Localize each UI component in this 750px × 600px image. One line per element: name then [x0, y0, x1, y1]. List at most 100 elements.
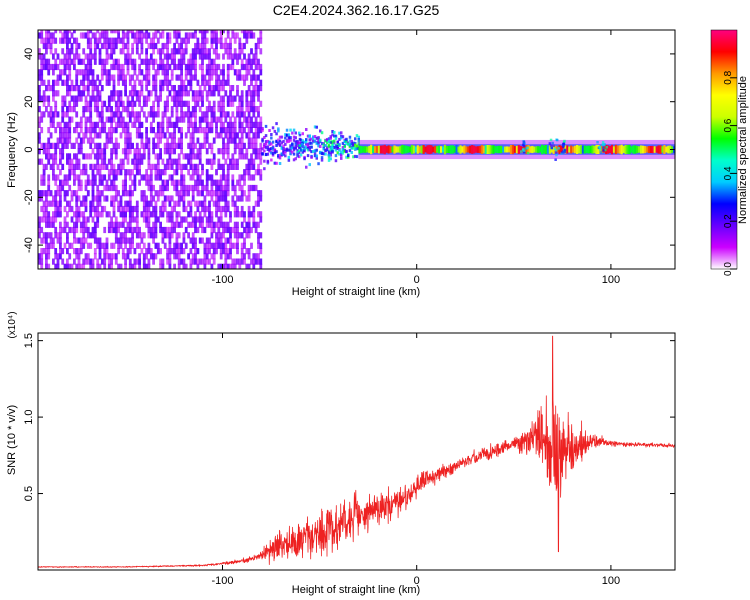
spectrogram-cell — [250, 153, 253, 160]
spectrogram-cell — [138, 242, 141, 249]
spectrogram-cell — [68, 253, 72, 260]
spectrogram-cell — [79, 248, 83, 255]
spectrogram-cell — [612, 146, 616, 153]
spectrogram-cell — [135, 111, 139, 118]
spectrogram-cell — [233, 211, 237, 218]
spectrogram-cell — [159, 169, 162, 176]
spectrogram-cell — [184, 63, 188, 71]
spectrogram-cell — [114, 190, 118, 197]
spectrogram-cell — [231, 258, 235, 265]
spectrogram-cell — [40, 111, 44, 118]
spectrogram-cell — [350, 142, 353, 146]
spectrogram-cell — [89, 137, 93, 144]
spectrogram-cell — [240, 184, 244, 192]
spectrogram-cell — [238, 258, 242, 265]
spectrogram-cell — [42, 142, 46, 149]
spectrogram-cell — [45, 237, 48, 244]
spectrogram-cell — [294, 131, 297, 135]
spectrogram-cell — [166, 127, 169, 134]
spectrogram-cell — [416, 145, 419, 154]
spectrogram-cell — [219, 100, 223, 107]
spectrogram-cell — [112, 211, 116, 218]
spectrogram-cell — [98, 116, 102, 123]
spectrogram-cell — [168, 153, 172, 160]
spectrogram-cell — [243, 30, 246, 34]
spectrogram-cell — [289, 144, 292, 148]
spectrogram-cell — [38, 90, 41, 97]
spectrogram-cell — [63, 190, 67, 197]
spectrogram-cell — [154, 30, 158, 34]
spectrogram-cell — [98, 195, 102, 202]
spectrogram-cell — [138, 100, 141, 107]
spectrogram-cell — [250, 226, 253, 234]
spectrogram-cell — [334, 144, 338, 148]
spectrogram-cell — [240, 100, 244, 107]
spectrogram-cell — [75, 211, 79, 218]
spectrogram-cell — [208, 190, 211, 197]
spectrogram-cell — [284, 142, 287, 146]
spectrogram-cell — [38, 74, 41, 81]
spectrogram-cell — [89, 242, 93, 249]
spectrogram-cell — [395, 146, 398, 153]
spectrogram-cell — [222, 42, 225, 50]
spectrogram-cell — [49, 32, 53, 39]
spectrogram-cell — [247, 248, 251, 255]
spectrogram-cell — [147, 248, 151, 255]
spectrogram-cell — [147, 32, 151, 39]
spectrogram-cell — [374, 146, 377, 153]
spectrogram-cell — [114, 127, 118, 134]
spectrogram-cell — [138, 163, 141, 170]
spectrogram-cell — [75, 74, 79, 81]
spectrogram-cell — [82, 216, 86, 223]
spectrogram-cell — [147, 221, 151, 228]
spectrogram-cell — [45, 248, 48, 255]
spectrogram-cell — [341, 151, 345, 155]
spectrogram-cell — [245, 221, 249, 228]
spectrogram-cell — [140, 69, 144, 76]
spectrogram-cell — [45, 95, 48, 102]
spectrogram-cell — [84, 116, 88, 123]
spectrogram-cell — [187, 153, 190, 160]
spectrogram-cell — [138, 253, 141, 260]
spectrogram-cell — [222, 242, 225, 249]
spectrogram-cell — [263, 167, 266, 171]
spectrogram-cell — [247, 85, 251, 92]
spectrogram-cell — [243, 179, 246, 186]
spectrogram-cell — [189, 85, 193, 92]
spectrogram-cell — [142, 205, 146, 213]
spectrogram-cell — [243, 174, 246, 181]
spectrogram-cell — [524, 147, 528, 150]
spectrogram-cell — [217, 221, 221, 228]
spectrogram-cell — [229, 116, 232, 123]
spectrogram-cell — [89, 127, 93, 134]
spectrogram-cell — [159, 174, 162, 181]
spectrogram-cell — [86, 53, 90, 60]
spectrogram-cell — [236, 232, 239, 239]
spectrogram-cell — [75, 48, 79, 55]
spectrogram-cell — [173, 221, 176, 228]
spectrogram-cell — [170, 74, 174, 81]
spectrogram-cell — [240, 127, 244, 134]
spectrogram-cell — [103, 163, 107, 170]
spectrogram-cell — [275, 150, 278, 154]
spectrogram-cell — [447, 145, 450, 153]
spectrogram-cell — [96, 221, 100, 228]
spectrogram-cell — [187, 232, 190, 239]
spectrogram-cell — [47, 30, 51, 34]
spectrogram-cell — [161, 48, 165, 55]
spectrogram-cell — [156, 174, 160, 181]
spectrogram-cell — [163, 69, 167, 76]
spectrogram-cell — [254, 137, 258, 144]
spectrogram-cell — [121, 179, 125, 186]
spectrogram-cell — [114, 100, 118, 107]
spectrogram-cell — [119, 237, 123, 244]
spectrogram-cell — [98, 142, 102, 149]
spectrogram-cell — [250, 48, 253, 55]
spectrogram-cell — [215, 74, 218, 81]
spectrogram-cell — [385, 146, 388, 153]
spectrogram-cell — [212, 58, 216, 65]
spectrogram-cell — [320, 152, 324, 156]
spectrogram-cell — [247, 174, 251, 181]
spectrogram-cell — [173, 63, 176, 71]
spectrogram-cell — [205, 132, 209, 139]
